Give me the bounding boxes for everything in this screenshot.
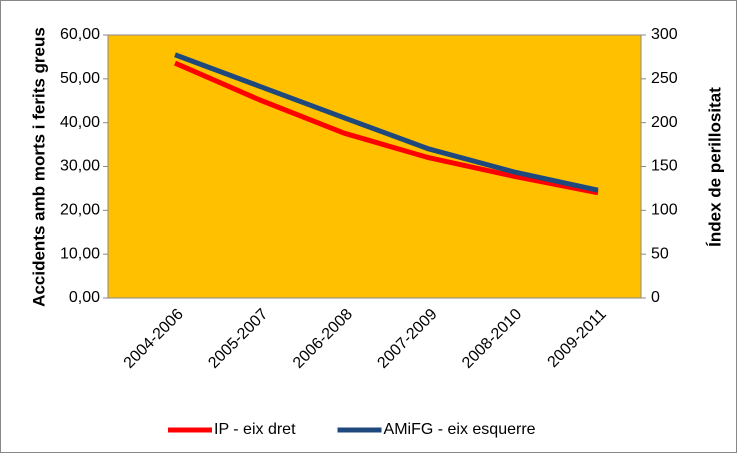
y2-tick-label: 200: [651, 114, 678, 131]
y2-tick-label: 50: [651, 245, 669, 262]
y2-tick-label: 150: [651, 158, 678, 175]
y-tick-label: 0,00: [69, 289, 100, 306]
line-series: [174, 60, 599, 196]
y-tick-label: 30,00: [60, 158, 100, 175]
y-tick-label: 10,00: [60, 245, 100, 262]
y-tick-label: 50,00: [60, 70, 100, 87]
legend-label: AMiFG - eix esquerre: [384, 421, 536, 438]
y-tick-label: 20,00: [60, 202, 100, 219]
plot-area: [107, 34, 642, 299]
y2-tick-label: 250: [651, 70, 678, 87]
y2-axis-title: Índex de perillositat: [705, 87, 724, 247]
y2-tick-label: 0: [651, 289, 660, 306]
legend-label: IP - eix dret: [214, 421, 296, 438]
y2-tick-label: 100: [651, 202, 678, 219]
y-tick-label: 60,00: [60, 26, 100, 43]
y2-tick-label: 300: [651, 26, 678, 43]
y-axis-title: Accidents amb morts i ferits greus: [29, 27, 48, 307]
line-series: [174, 52, 599, 193]
y-tick-label: 40,00: [60, 114, 100, 131]
